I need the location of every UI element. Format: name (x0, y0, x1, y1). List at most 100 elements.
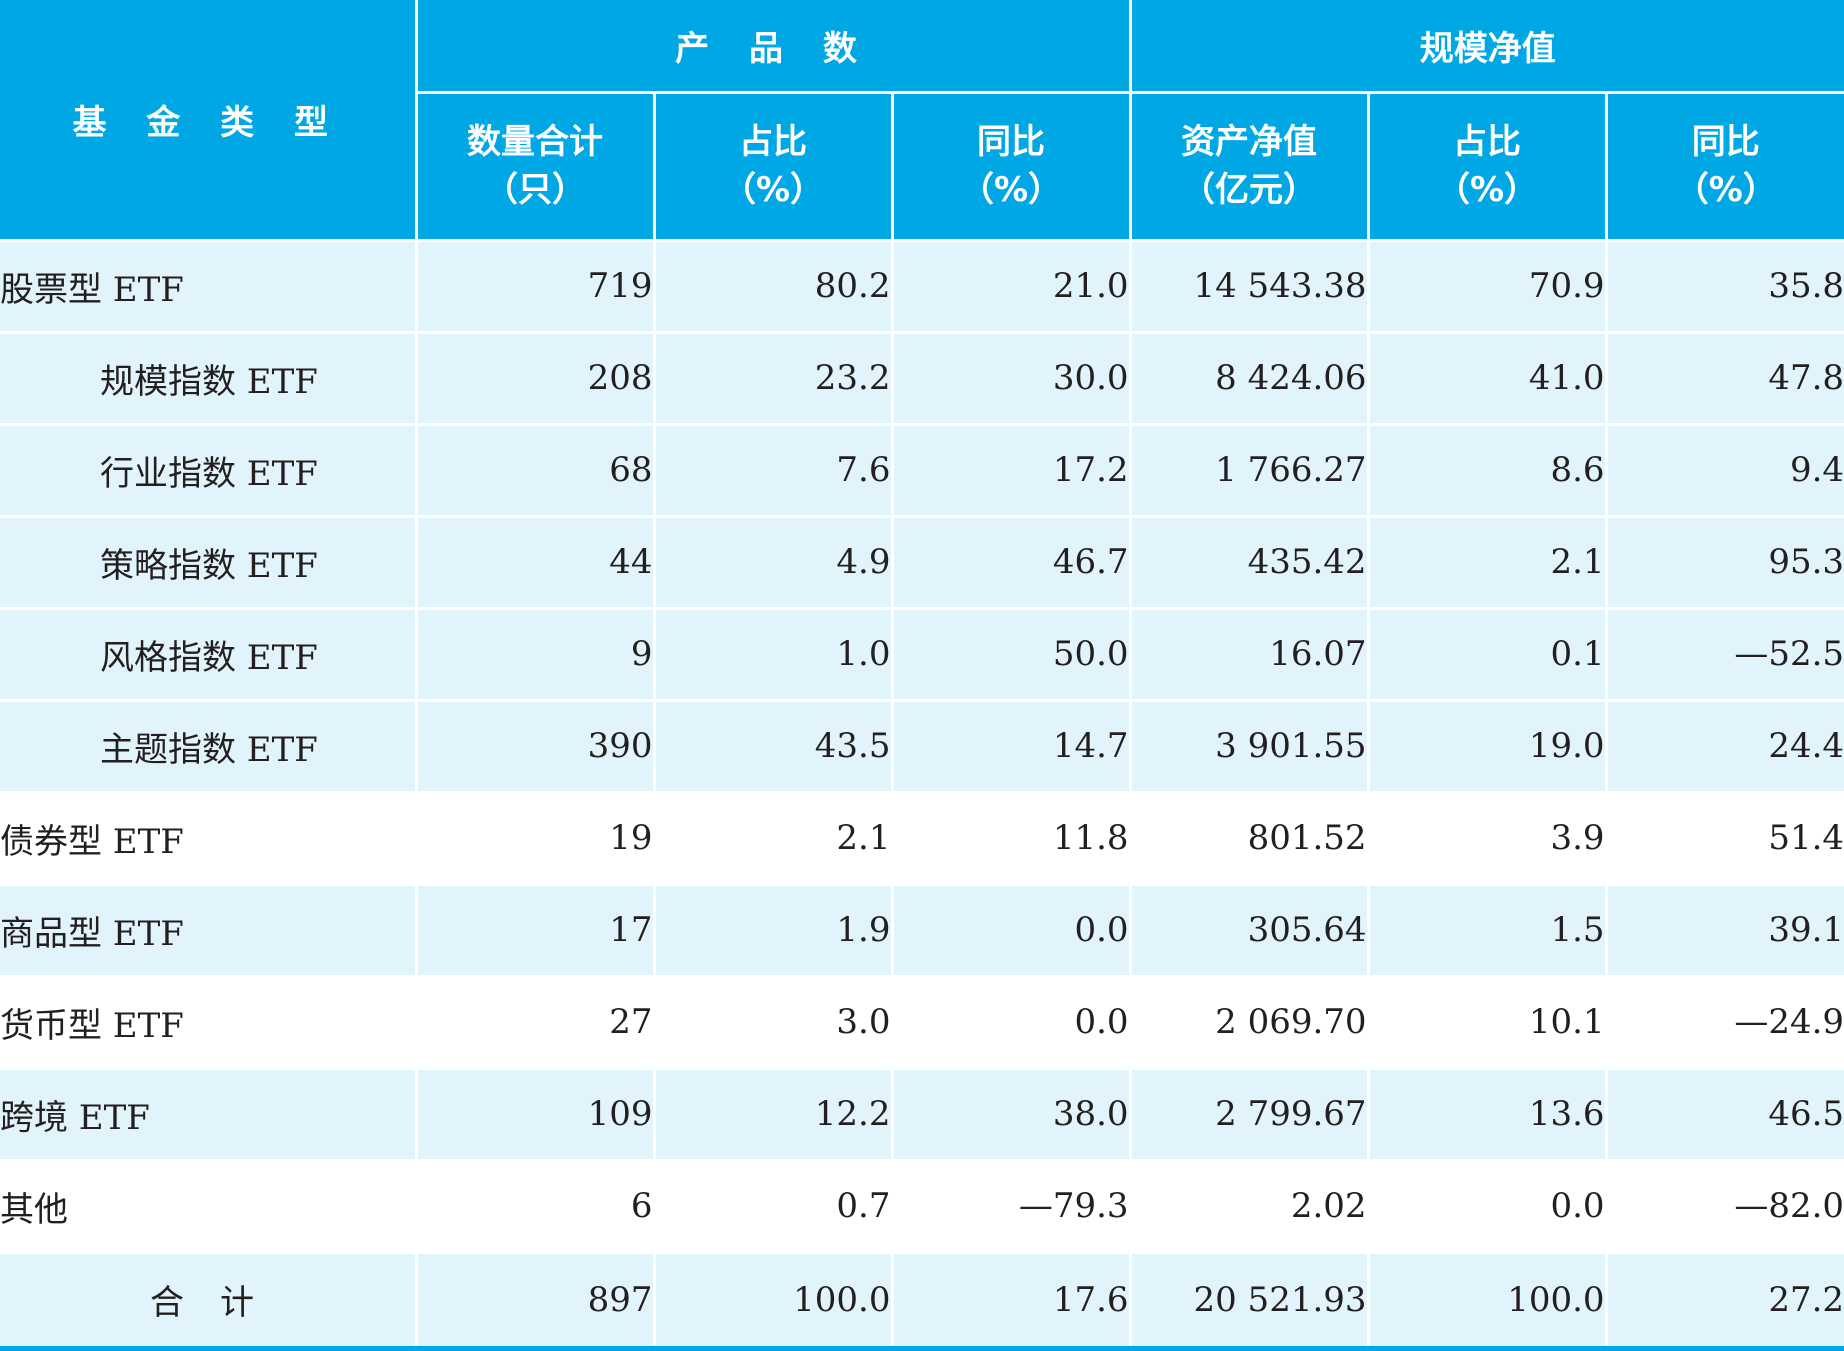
fund-type-cell: 主题指数 ETF (0, 700, 418, 794)
value-cell: 305.64 (1128, 884, 1370, 978)
value-cell: 30.0 (890, 332, 1132, 426)
value-cell: 70.9 (1366, 240, 1608, 334)
value-cell: 2.1 (652, 792, 894, 886)
value-cell: 10.1 (1366, 976, 1608, 1070)
table-row: 策略指数 ETF 44 4.9 46.7 435.42 2.1 95.3 (0, 516, 1844, 610)
value-cell: 0.1 (1366, 608, 1608, 702)
header-label: 同比 (977, 122, 1046, 162)
value-cell: 39.1 (1604, 884, 1844, 978)
total-label: 合计 (0, 1252, 418, 1351)
value-cell: 2.02 (1128, 1160, 1370, 1254)
value-cell: 14 543.38 (1128, 240, 1370, 334)
value-cell: 2.1 (1366, 516, 1608, 610)
fund-type-cell: 行业指数 ETF (0, 424, 418, 518)
value-cell: —24.9 (1604, 976, 1844, 1070)
value-cell: 8.6 (1366, 424, 1608, 518)
value-cell: 14.7 (890, 700, 1132, 794)
header-unit: （%） (959, 170, 1063, 210)
fund-type-cell: 货币型 ETF (0, 976, 418, 1070)
value-cell: 4.9 (652, 516, 894, 610)
value-cell: 38.0 (890, 1068, 1132, 1162)
fund-type-cell: 规模指数 ETF (0, 332, 418, 426)
table-row: 商品型 ETF 17 1.9 0.0 305.64 1.5 39.1 (0, 884, 1844, 978)
table-row: 其他 6 0.7 —79.3 2.02 0.0 —82.0 (0, 1160, 1844, 1254)
value-cell: 8 424.06 (1128, 332, 1370, 426)
value-cell: 390 (414, 700, 656, 794)
value-cell: 23.2 (652, 332, 894, 426)
value-cell: 35.8 (1604, 240, 1844, 334)
header-unit: （%） (721, 170, 825, 210)
header-fund-type: 基 金 类 型 (0, 0, 418, 242)
value-cell: 24.4 (1604, 700, 1844, 794)
value-cell: 95.3 (1604, 516, 1844, 610)
table-row: 货币型 ETF 27 3.0 0.0 2 069.70 10.1 —24.9 (0, 976, 1844, 1070)
value-cell: 7.6 (652, 424, 894, 518)
value-cell: 80.2 (652, 240, 894, 334)
total-value-cell: 100.0 (1366, 1252, 1608, 1351)
value-cell: 1.9 (652, 884, 894, 978)
value-cell: 12.2 (652, 1068, 894, 1162)
value-cell: 27 (414, 976, 656, 1070)
value-cell: 2 069.70 (1128, 976, 1370, 1070)
header-scale-share: 占比 （%） (1366, 90, 1608, 242)
header-unit: （只） (484, 170, 586, 210)
header-unit: （亿元） (1181, 170, 1318, 210)
table-row: 主题指数 ETF 390 43.5 14.7 3 901.55 19.0 24.4 (0, 700, 1844, 794)
value-cell: 9.4 (1604, 424, 1844, 518)
table-row: 跨境 ETF 109 12.2 38.0 2 799.67 13.6 46.5 (0, 1068, 1844, 1162)
table-row: 股票型 ETF 719 80.2 21.0 14 543.38 70.9 35.8 (0, 240, 1844, 334)
value-cell: 0.7 (652, 1160, 894, 1254)
fund-type-cell: 股票型 ETF (0, 240, 418, 334)
value-cell: 719 (414, 240, 656, 334)
value-cell: 6 (414, 1160, 656, 1254)
value-cell: 801.52 (1128, 792, 1370, 886)
value-cell: 13.6 (1366, 1068, 1608, 1162)
value-cell: 3.9 (1366, 792, 1608, 886)
header-label: 占比 (1453, 122, 1522, 162)
fund-type-cell: 商品型 ETF (0, 884, 418, 978)
table-row: 行业指数 ETF 68 7.6 17.2 1 766.27 8.6 9.4 (0, 424, 1844, 518)
value-cell: 19 (414, 792, 656, 886)
value-cell: 19.0 (1366, 700, 1608, 794)
header-count-yoy: 同比 （%） (890, 90, 1132, 242)
total-value-cell: 27.2 (1604, 1252, 1844, 1351)
value-cell: 21.0 (890, 240, 1132, 334)
value-cell: 16.07 (1128, 608, 1370, 702)
header-label: 占比 (739, 122, 807, 162)
value-cell: 17.2 (890, 424, 1132, 518)
value-cell: 1.0 (652, 608, 894, 702)
header-net-asset: 资产净值 （亿元） (1128, 90, 1370, 242)
value-cell: —82.0 (1604, 1160, 1844, 1254)
table-row: 债券型 ETF 19 2.1 11.8 801.52 3.9 51.4 (0, 792, 1844, 886)
header-scale-yoy: 同比 （%） (1604, 90, 1844, 242)
value-cell: 47.8 (1604, 332, 1844, 426)
value-cell: 0.0 (890, 884, 1132, 978)
header-label: 数量合计 (467, 122, 603, 162)
fund-type-cell: 其他 (0, 1160, 418, 1254)
total-value-cell: 897 (414, 1252, 656, 1351)
table-row: 风格指数 ETF 9 1.0 50.0 16.07 0.1 —52.5 (0, 608, 1844, 702)
fund-type-cell: 风格指数 ETF (0, 608, 418, 702)
header-count-share: 占比 （%） (652, 90, 894, 242)
header-label: 资产净值 (1181, 122, 1318, 162)
header-group-products: 产 品 数 (414, 0, 1132, 94)
value-cell: 208 (414, 332, 656, 426)
value-cell: 1.5 (1366, 884, 1608, 978)
value-cell: 0.0 (1366, 1160, 1608, 1254)
value-cell: 435.42 (1128, 516, 1370, 610)
value-cell: —52.5 (1604, 608, 1844, 702)
total-row: 合计 897 100.0 17.6 20 521.93 100.0 27.2 (0, 1252, 1844, 1351)
value-cell: 43.5 (652, 700, 894, 794)
total-value-cell: 100.0 (652, 1252, 894, 1351)
fund-type-cell: 策略指数 ETF (0, 516, 418, 610)
fund-type-cell: 跨境 ETF (0, 1068, 418, 1162)
value-cell: 2 799.67 (1128, 1068, 1370, 1162)
total-value-cell: 20 521.93 (1128, 1252, 1370, 1351)
value-cell: 44 (414, 516, 656, 610)
value-cell: 46.5 (1604, 1068, 1844, 1162)
header-label: 同比 (1691, 122, 1760, 162)
value-cell: 3.0 (652, 976, 894, 1070)
value-cell: 50.0 (890, 608, 1132, 702)
value-cell: —79.3 (890, 1160, 1132, 1254)
value-cell: 17 (414, 884, 656, 978)
